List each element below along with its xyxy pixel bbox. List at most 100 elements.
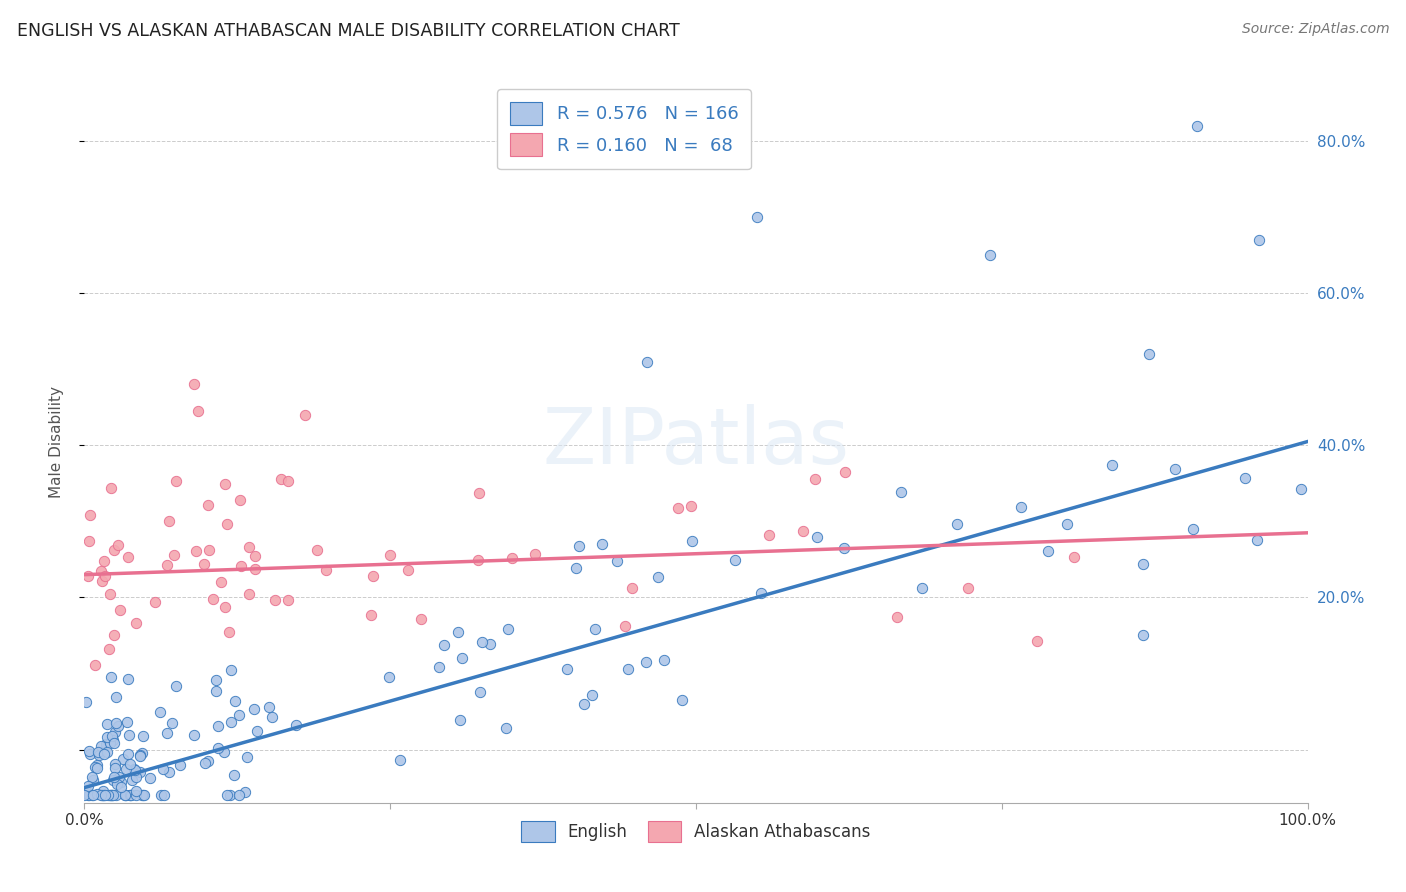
- Point: [264, 592, 287, 607]
- Point: [1164, 461, 1187, 475]
- Point: [115, 762, 138, 776]
- Point: [270, 472, 292, 486]
- Point: [495, 721, 517, 735]
- Point: [197, 755, 219, 769]
- Point: [110, 780, 132, 794]
- Point: [76, 780, 98, 794]
- Point: [1247, 233, 1270, 247]
- Point: [131, 788, 153, 802]
- Point: [98, 788, 121, 802]
- Point: [115, 788, 138, 802]
- Point: [77, 534, 100, 549]
- Point: [979, 248, 1001, 262]
- Point: [236, 750, 259, 764]
- Point: [100, 788, 122, 802]
- Point: [128, 748, 150, 763]
- Point: [120, 788, 142, 802]
- Point: [104, 724, 127, 739]
- Point: [243, 549, 266, 564]
- Point: [621, 581, 644, 595]
- Point: [77, 744, 100, 758]
- Point: [1182, 522, 1205, 536]
- Point: [207, 719, 229, 733]
- Point: [86, 787, 108, 801]
- Point: [315, 562, 337, 576]
- Point: [98, 736, 121, 750]
- Point: [447, 625, 470, 640]
- Text: ZIPatlas: ZIPatlas: [543, 403, 849, 480]
- Point: [94, 788, 117, 802]
- Point: [122, 762, 145, 776]
- Point: [132, 729, 155, 743]
- Point: [411, 612, 433, 626]
- Point: [107, 538, 129, 552]
- Point: [231, 559, 253, 574]
- Point: [614, 619, 637, 633]
- Point: [160, 716, 183, 731]
- Point: [163, 548, 186, 562]
- Point: [294, 408, 316, 422]
- Point: [238, 540, 260, 554]
- Point: [449, 714, 471, 728]
- Point: [360, 607, 382, 622]
- Point: [636, 354, 658, 368]
- Point: [91, 788, 114, 802]
- Point: [471, 635, 494, 649]
- Point: [219, 788, 242, 802]
- Point: [911, 581, 934, 595]
- Point: [134, 788, 156, 802]
- Point: [1056, 516, 1078, 531]
- Point: [103, 770, 125, 784]
- Point: [606, 554, 628, 568]
- Point: [91, 788, 114, 802]
- Point: [209, 574, 232, 589]
- Point: [80, 788, 103, 802]
- Point: [389, 753, 412, 767]
- Point: [112, 751, 135, 765]
- Point: [105, 690, 128, 704]
- Point: [396, 563, 419, 577]
- Point: [91, 788, 114, 802]
- Point: [498, 622, 520, 636]
- Point: [75, 695, 97, 709]
- Point: [363, 569, 385, 583]
- Point: [77, 788, 100, 802]
- Point: [205, 673, 228, 687]
- Point: [94, 738, 117, 752]
- Point: [103, 542, 125, 557]
- Point: [157, 514, 180, 528]
- Point: [219, 664, 242, 678]
- Point: [105, 788, 128, 802]
- Point: [215, 517, 238, 532]
- Point: [806, 530, 828, 544]
- Point: [104, 757, 127, 772]
- Point: [110, 775, 132, 789]
- Point: [792, 524, 814, 538]
- Point: [79, 508, 101, 522]
- Point: [228, 708, 250, 723]
- Point: [243, 702, 266, 716]
- Point: [103, 736, 125, 750]
- Point: [214, 477, 236, 491]
- Point: [125, 788, 148, 802]
- Point: [679, 499, 702, 513]
- Legend: English, Alaskan Athabascans: English, Alaskan Athabascans: [515, 814, 877, 848]
- Point: [581, 688, 603, 702]
- Point: [98, 587, 121, 601]
- Point: [87, 745, 110, 759]
- Point: [91, 783, 114, 797]
- Point: [565, 561, 588, 575]
- Point: [97, 788, 120, 802]
- Point: [86, 761, 108, 775]
- Point: [277, 593, 299, 607]
- Point: [153, 788, 176, 802]
- Point: [245, 562, 267, 576]
- Point: [187, 404, 209, 418]
- Point: [117, 550, 139, 565]
- Point: [468, 684, 491, 698]
- Point: [957, 581, 980, 595]
- Point: [77, 568, 100, 582]
- Text: Source: ZipAtlas.com: Source: ZipAtlas.com: [1241, 22, 1389, 37]
- Point: [118, 788, 141, 802]
- Point: [125, 615, 148, 630]
